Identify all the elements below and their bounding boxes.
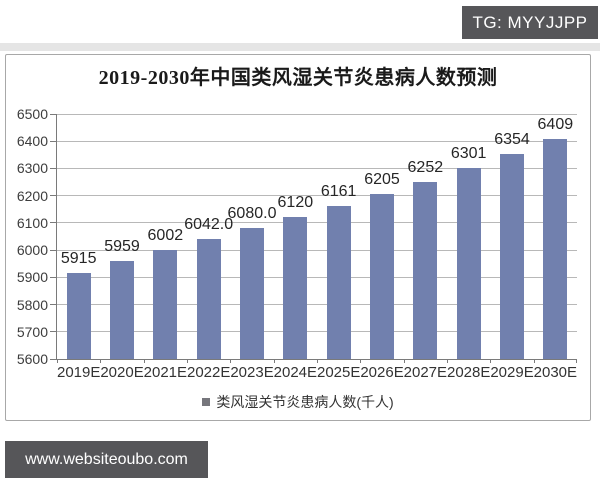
chart-title: 2019-2030年中国类风湿关节炎患病人数预测 bbox=[98, 67, 498, 89]
y-axis-tick bbox=[50, 358, 56, 360]
x-axis-tick bbox=[230, 359, 232, 363]
x-axis-tick bbox=[100, 359, 102, 363]
y-tick-label: 6500 bbox=[16, 106, 48, 122]
bar bbox=[456, 168, 481, 359]
bar bbox=[370, 194, 394, 359]
x-tick-label: 2027E bbox=[403, 364, 448, 381]
y-axis-tick bbox=[50, 167, 56, 169]
y-tick-label: 5600 bbox=[16, 351, 48, 367]
gridline bbox=[57, 140, 577, 142]
x-tick-label: 2021E bbox=[143, 364, 188, 381]
x-tick-label: 2023E bbox=[230, 364, 274, 381]
y-axis-tick bbox=[50, 249, 56, 251]
y-tick-label: 5800 bbox=[16, 296, 48, 313]
x-tick-label: 2024E bbox=[273, 364, 318, 381]
website-watermark-bar: www.websiteoubo.com bbox=[5, 441, 208, 478]
x-axis-tick bbox=[143, 359, 145, 363]
y-tick-label: 6000 bbox=[16, 242, 48, 259]
bar-value-label: 6161 bbox=[320, 183, 357, 201]
chart-panel: 2019-2030年中国类风湿关节炎患病人数预测 5600 5700 5800 590… bbox=[5, 54, 591, 421]
y-tick-label: 5700 bbox=[16, 323, 48, 340]
bar-value-label: 6354 bbox=[494, 130, 530, 148]
x-axis-tick bbox=[57, 359, 58, 363]
gridline bbox=[57, 167, 577, 169]
bar bbox=[413, 181, 438, 359]
x-axis-tick bbox=[187, 359, 188, 363]
x-axis-tick bbox=[490, 359, 492, 363]
bar bbox=[326, 206, 351, 359]
gridline bbox=[57, 331, 577, 333]
bar-value-label: 6002 bbox=[147, 226, 184, 244]
y-tick-label: 6100 bbox=[16, 214, 48, 231]
bar bbox=[283, 217, 308, 359]
y-axis-tick bbox=[50, 304, 56, 306]
y-tick-label: 5900 bbox=[16, 269, 48, 286]
x-axis-tick bbox=[273, 359, 275, 363]
x-tick-label: 2022E bbox=[187, 364, 231, 381]
y-tick-label: 6300 bbox=[16, 160, 48, 177]
x-axis-tick bbox=[403, 359, 405, 363]
bar-value-label: 6080.0 bbox=[227, 205, 277, 223]
bar-value-label: 6120 bbox=[277, 194, 314, 212]
x-axis-tick bbox=[360, 359, 362, 363]
y-axis-tick bbox=[50, 140, 56, 142]
bar bbox=[66, 273, 91, 359]
bar bbox=[543, 138, 568, 359]
x-axis-tick bbox=[317, 359, 318, 363]
y-axis-tick bbox=[50, 222, 56, 224]
gridline bbox=[57, 276, 577, 278]
x-tick-label: 2028E bbox=[447, 364, 491, 381]
tg-watermark-text: TG: MYYJJPP bbox=[472, 13, 588, 32]
gridline bbox=[57, 249, 577, 251]
y-tick-label: 6200 bbox=[16, 187, 48, 204]
x-tick-label: 2020E bbox=[100, 364, 144, 381]
website-watermark-text: www.websiteoubo.com bbox=[25, 451, 188, 468]
legend-label: 类风湿关节炎患病人数(千人) bbox=[216, 394, 394, 410]
bar bbox=[196, 238, 221, 359]
bar bbox=[240, 228, 264, 359]
x-tick-label: 2030E bbox=[533, 364, 578, 381]
bar-value-label: 6409 bbox=[537, 115, 574, 133]
x-axis-tick bbox=[447, 359, 448, 363]
x-tick-label: 2029E bbox=[490, 364, 534, 381]
y-axis-tick bbox=[50, 276, 56, 278]
gridline bbox=[57, 222, 577, 224]
y-axis-tick bbox=[50, 195, 56, 197]
chart-legend: 类风湿关节炎患病人数(千人) bbox=[6, 393, 590, 411]
legend-marker-icon bbox=[202, 398, 211, 406]
bar bbox=[110, 261, 134, 359]
y-axis-tick bbox=[50, 331, 56, 333]
bar-value-label: 6205 bbox=[364, 171, 400, 189]
plot-area: 5600 5700 5800 5900 6000 6100 6200 6300 6400 6500… bbox=[17, 106, 577, 381]
page-divider-strip bbox=[0, 43, 600, 51]
x-axis-tick bbox=[576, 359, 577, 363]
bar-value-label: 5959 bbox=[104, 238, 140, 256]
gridline bbox=[57, 304, 577, 306]
gridline bbox=[57, 195, 577, 197]
y-axis-tick bbox=[50, 113, 56, 115]
y-tick-label: 6400 bbox=[16, 133, 48, 150]
x-tick-label: 2025E bbox=[317, 364, 361, 381]
bar-value-label: 6301 bbox=[450, 145, 487, 163]
bar bbox=[153, 249, 178, 359]
x-axis-tick bbox=[533, 359, 535, 363]
bar-value-label: 6042.0 bbox=[184, 215, 234, 233]
gridline bbox=[57, 113, 577, 115]
bar-value-label: 5915 bbox=[60, 250, 97, 268]
bar-value-label: 6252 bbox=[407, 158, 444, 176]
x-tick-label: 2019E bbox=[57, 364, 101, 381]
x-tick-label: 2026E bbox=[360, 364, 404, 381]
tg-watermark-badge: TG: MYYJJPP bbox=[462, 6, 598, 39]
bar bbox=[500, 153, 524, 359]
